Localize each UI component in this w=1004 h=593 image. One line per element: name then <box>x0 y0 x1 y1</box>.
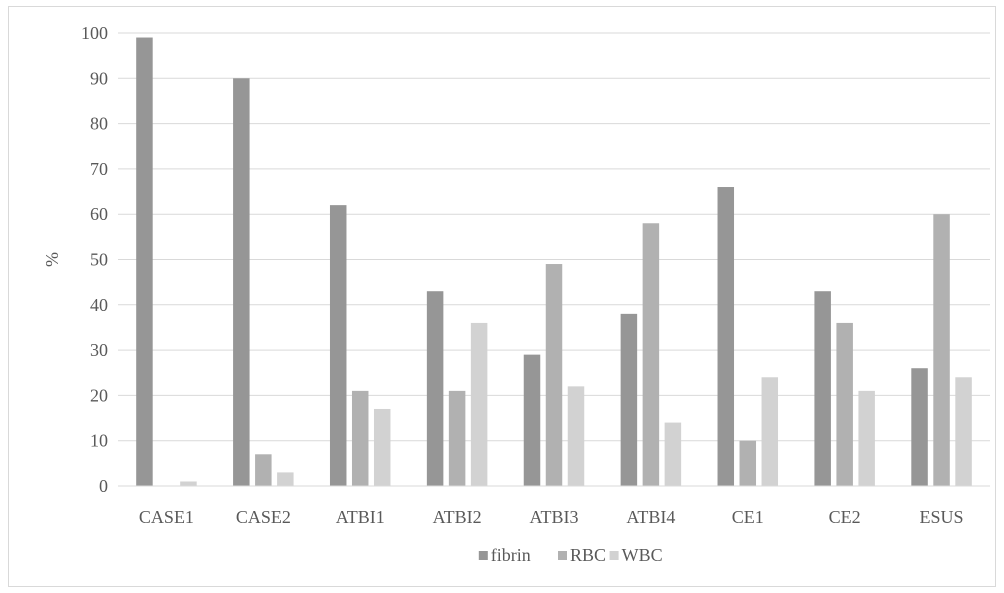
bar-fibrin-ce1 <box>717 187 735 486</box>
legend: fibrin RBC WBC <box>478 545 663 565</box>
bar-wbc-case2 <box>277 472 294 486</box>
y-tick-label: 50 <box>90 250 108 270</box>
y-tick-label: 0 <box>99 476 108 496</box>
legend-swatch <box>478 551 488 560</box>
legend-item-wbc: WBC <box>609 545 663 565</box>
x-tick-label: ESUS <box>920 507 964 527</box>
y-tick-label: 60 <box>90 204 108 224</box>
bar-fibrin-esus <box>911 368 928 486</box>
y-tick-label: 10 <box>90 431 108 451</box>
bar-fibrin-case1 <box>136 37 153 486</box>
y-tick-label: 20 <box>90 385 108 405</box>
bar-rbc-ce2 <box>836 322 853 486</box>
bar-rbc-atbi2 <box>448 390 466 486</box>
bar-fibrin-atbi2 <box>426 291 444 486</box>
bar-rbc-esus <box>933 214 950 486</box>
bar-rbc-case2 <box>255 454 272 486</box>
bar-wbc-ce1 <box>761 377 779 486</box>
bar-wbc-esus <box>955 377 972 486</box>
x-tick-label: ATBI2 <box>433 507 482 527</box>
y-tick-label: 30 <box>90 340 108 360</box>
x-tick-label: CE2 <box>829 507 861 527</box>
bar-fibrin-case2 <box>233 78 250 487</box>
bar-fibrin-atbi3 <box>523 354 541 486</box>
legend-label: RBC <box>570 545 606 565</box>
legend-swatch <box>558 551 567 560</box>
x-tick-label: CASE1 <box>139 507 194 527</box>
x-tick-label: ATBI3 <box>530 507 579 527</box>
bar-wbc-atbi3 <box>567 386 585 486</box>
legend-swatch <box>609 551 619 560</box>
bar-fibrin-ce2 <box>814 291 831 486</box>
x-axis-ticks: CASE1 CASE2 ATBI1 ATBI2 ATBI3 ATBI4 CE1 CE2 ESUS <box>139 507 964 527</box>
bar-rbc-atbi1 <box>351 390 369 486</box>
legend-item-fibrin: fibrin <box>478 545 531 565</box>
y-tick-label: 80 <box>90 114 108 134</box>
bar-wbc-atbi2 <box>470 322 488 486</box>
chart-frame <box>8 6 996 587</box>
bar-wbc-ce2 <box>858 390 875 486</box>
bar-rbc-ce1 <box>739 440 757 486</box>
legend-label: WBC <box>622 545 663 565</box>
bar-rbc-atbi4 <box>642 223 660 486</box>
bar-rbc-atbi3 <box>545 264 563 486</box>
bars <box>136 37 972 487</box>
bar-fibrin-atbi4 <box>620 313 638 486</box>
y-tick-label: 40 <box>90 295 108 315</box>
y-tick-label: 90 <box>90 68 108 88</box>
bar-wbc-atbi4 <box>664 422 682 486</box>
y-tick-label: 70 <box>90 159 108 179</box>
legend-item-rbc: RBC <box>558 545 606 565</box>
x-tick-label: ATBI1 <box>336 507 385 527</box>
bar-wbc-case1 <box>180 481 197 486</box>
x-tick-label: ATBI4 <box>626 507 675 527</box>
y-axis-ticks: 0 10 20 30 40 50 60 70 80 90 100 <box>81 23 108 496</box>
bar-fibrin-atbi1 <box>329 205 347 486</box>
bar-wbc-atbi1 <box>373 408 391 486</box>
y-axis-label: % <box>42 252 62 267</box>
y-tick-label: 100 <box>81 23 108 43</box>
legend-label: fibrin <box>491 545 531 565</box>
x-tick-label: CASE2 <box>236 507 291 527</box>
x-tick-label: CE1 <box>732 507 764 527</box>
